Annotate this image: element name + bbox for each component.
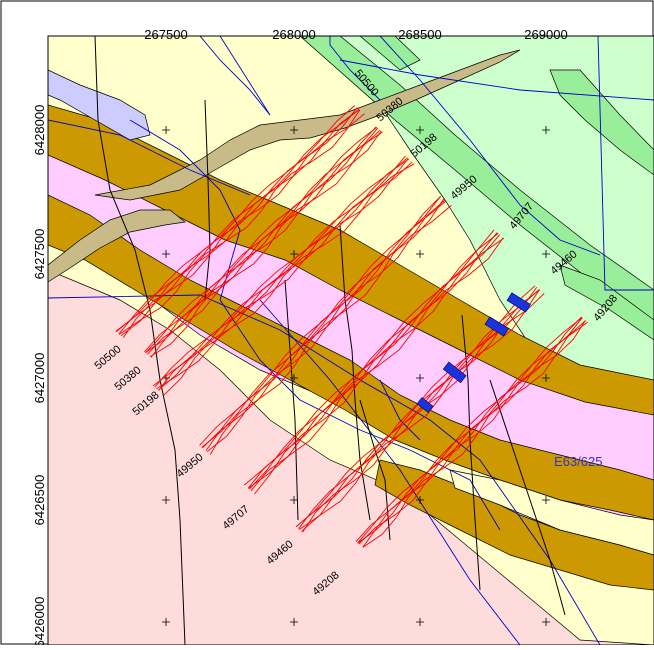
drill-trace (243, 229, 495, 486)
unit-green-band-2 (359, 36, 421, 71)
fault-lines (94, 36, 566, 645)
drill-trace (150, 131, 383, 358)
drill-trace (115, 107, 358, 333)
pit-block (484, 316, 509, 337)
easting-label: 268000 (272, 27, 315, 42)
drill-trace (158, 161, 413, 391)
unit-khaki-ridge (94, 49, 521, 201)
drill-trace (205, 200, 447, 451)
drill-trace (154, 157, 408, 388)
tenement-boundaries (48, 36, 654, 645)
drill-trace (118, 109, 360, 335)
tenement-label: E63/625 (554, 454, 602, 469)
drill-trace (149, 129, 381, 358)
drill-trace (145, 126, 377, 354)
drill-trace (357, 316, 582, 544)
drill-trace (163, 163, 415, 396)
drill-trace (146, 130, 382, 355)
drill-trace (299, 289, 540, 530)
unit-green-band-4 (559, 264, 654, 341)
pit-block (442, 361, 467, 384)
pit-block (506, 292, 531, 313)
drill-trace (145, 126, 378, 354)
drill-trace (201, 195, 441, 448)
unit-khaki-tongue (48, 209, 186, 283)
pit-block (416, 397, 434, 413)
easting-label: 268500 (398, 27, 441, 42)
pit-blocks (416, 292, 531, 413)
drill-trace (156, 158, 409, 390)
drill-trace (250, 237, 504, 492)
map-area (48, 36, 654, 645)
grid-crosses (162, 126, 550, 626)
drill-trace (247, 232, 498, 489)
northing-label: 6427500 (32, 229, 47, 280)
drill-trace (209, 205, 452, 455)
northing-label: 6428000 (32, 105, 47, 156)
northing-label: 6426000 (32, 597, 47, 645)
drill-trace (362, 320, 586, 548)
drill-traces (115, 105, 588, 548)
drill-trace (206, 199, 446, 453)
easting-label: 267500 (144, 27, 187, 42)
unit-lavender (48, 69, 151, 141)
northing-label: 6427000 (32, 353, 47, 404)
drill-trace (357, 317, 583, 544)
drill-trace (122, 113, 365, 338)
unit-green-band-3 (549, 69, 654, 176)
unit-brown-band-lower (48, 194, 654, 521)
northing-label: 6426500 (32, 475, 47, 526)
unit-pale-yellow-se (449, 469, 654, 556)
drill-trace (118, 109, 361, 335)
easting-label: 269000 (524, 27, 567, 42)
drill-trace (254, 237, 505, 495)
drill-trace (248, 233, 499, 490)
drill-trace (362, 321, 588, 548)
